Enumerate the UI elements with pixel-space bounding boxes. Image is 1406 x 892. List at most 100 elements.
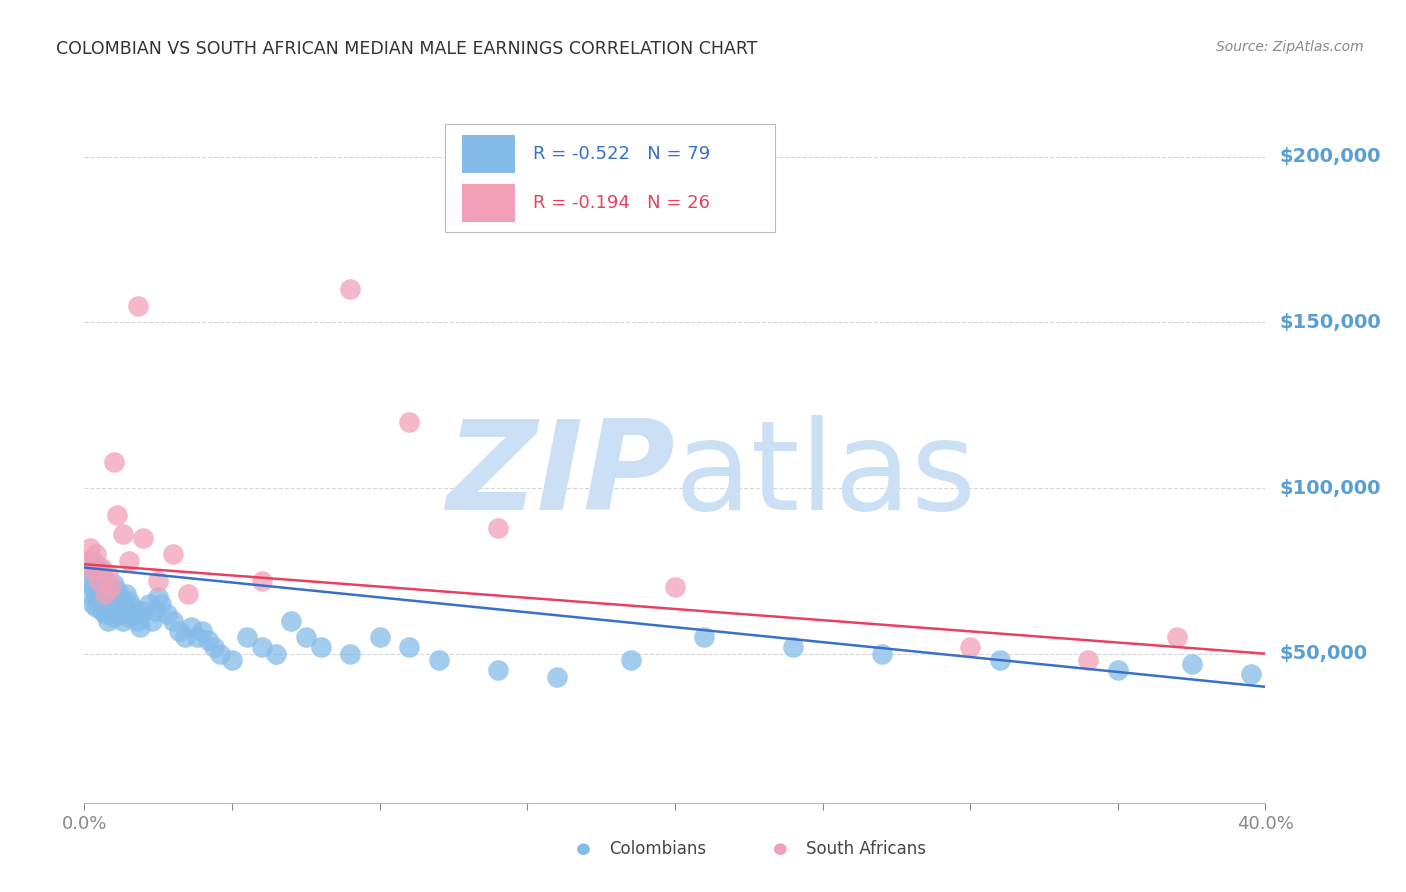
Point — [693, 630, 716, 644]
Point — [108, 607, 131, 621]
Point — [84, 547, 107, 561]
Point — [84, 600, 107, 615]
Point — [664, 581, 686, 595]
Point — [250, 640, 273, 654]
Point — [235, 630, 259, 644]
Point — [1077, 653, 1099, 667]
Point — [173, 630, 195, 644]
Point — [82, 581, 104, 595]
Point — [124, 607, 146, 621]
Point — [162, 547, 184, 561]
Point — [118, 610, 141, 624]
Point — [97, 597, 120, 611]
Point — [91, 583, 114, 598]
Text: Source: ZipAtlas.com: Source: ZipAtlas.com — [1216, 40, 1364, 54]
Point — [103, 577, 125, 591]
Point — [100, 587, 122, 601]
Point — [87, 574, 111, 588]
Point — [103, 593, 125, 607]
Point — [191, 624, 214, 638]
Text: $150,000: $150,000 — [1279, 313, 1381, 332]
Text: COLOMBIAN VS SOUTH AFRICAN MEDIAN MALE EARNINGS CORRELATION CHART: COLOMBIAN VS SOUTH AFRICAN MEDIAN MALE E… — [56, 40, 758, 58]
Point — [295, 630, 318, 644]
Point — [427, 653, 450, 667]
Point — [959, 640, 981, 654]
Point — [546, 670, 568, 684]
Point — [111, 614, 134, 628]
Point — [782, 640, 804, 654]
Point — [118, 593, 141, 607]
Point — [309, 640, 332, 654]
Point — [280, 614, 302, 628]
Point — [398, 640, 420, 654]
Point — [87, 593, 111, 607]
Point — [180, 620, 202, 634]
Text: $100,000: $100,000 — [1279, 478, 1381, 498]
Point — [103, 610, 125, 624]
Point — [94, 587, 117, 601]
Point — [619, 653, 641, 667]
Point — [150, 597, 173, 611]
Point — [84, 570, 107, 584]
Point — [118, 554, 141, 568]
Point — [1240, 666, 1263, 681]
Point — [486, 521, 509, 535]
Point — [111, 527, 134, 541]
Point — [167, 624, 190, 638]
Point — [114, 604, 136, 618]
Point — [1107, 663, 1129, 677]
Point — [103, 454, 125, 468]
Point — [94, 574, 117, 588]
Bar — [463, 135, 516, 173]
Point — [138, 597, 160, 611]
Point — [250, 574, 273, 588]
Point — [111, 597, 134, 611]
Point — [76, 554, 98, 568]
Point — [156, 607, 179, 621]
Point — [368, 630, 391, 644]
Point — [148, 574, 170, 588]
Point — [91, 560, 114, 574]
Point — [148, 591, 170, 605]
Point — [100, 581, 122, 595]
Text: ZIP: ZIP — [446, 416, 675, 536]
Point — [197, 633, 219, 648]
Point — [129, 620, 152, 634]
Point — [202, 640, 225, 654]
Point — [209, 647, 232, 661]
Point — [94, 591, 117, 605]
Point — [97, 567, 120, 582]
Point — [143, 604, 166, 618]
Point — [398, 415, 420, 429]
Text: atlas: atlas — [675, 416, 977, 536]
Text: $200,000: $200,000 — [1279, 147, 1381, 166]
Point — [82, 554, 104, 568]
Text: South Africans: South Africans — [806, 840, 925, 858]
Point — [988, 653, 1011, 667]
Point — [105, 508, 128, 522]
Point — [141, 614, 163, 628]
Point — [132, 604, 155, 618]
Point — [105, 583, 128, 598]
Point — [486, 663, 509, 677]
FancyBboxPatch shape — [444, 124, 775, 232]
Text: R = -0.194   N = 26: R = -0.194 N = 26 — [533, 194, 710, 211]
Point — [177, 587, 200, 601]
Point — [114, 587, 136, 601]
Point — [221, 653, 243, 667]
Point — [105, 600, 128, 615]
Point — [127, 299, 149, 313]
Point — [84, 587, 107, 601]
Bar — [463, 184, 516, 222]
Point — [79, 587, 101, 601]
Point — [79, 541, 101, 555]
Point — [264, 647, 288, 661]
Text: Colombians: Colombians — [609, 840, 706, 858]
Point — [87, 560, 111, 574]
Point — [186, 630, 208, 644]
Point — [1298, 673, 1320, 688]
Point — [108, 591, 131, 605]
Point — [100, 604, 122, 618]
Point — [1180, 657, 1202, 671]
Point — [162, 614, 184, 628]
